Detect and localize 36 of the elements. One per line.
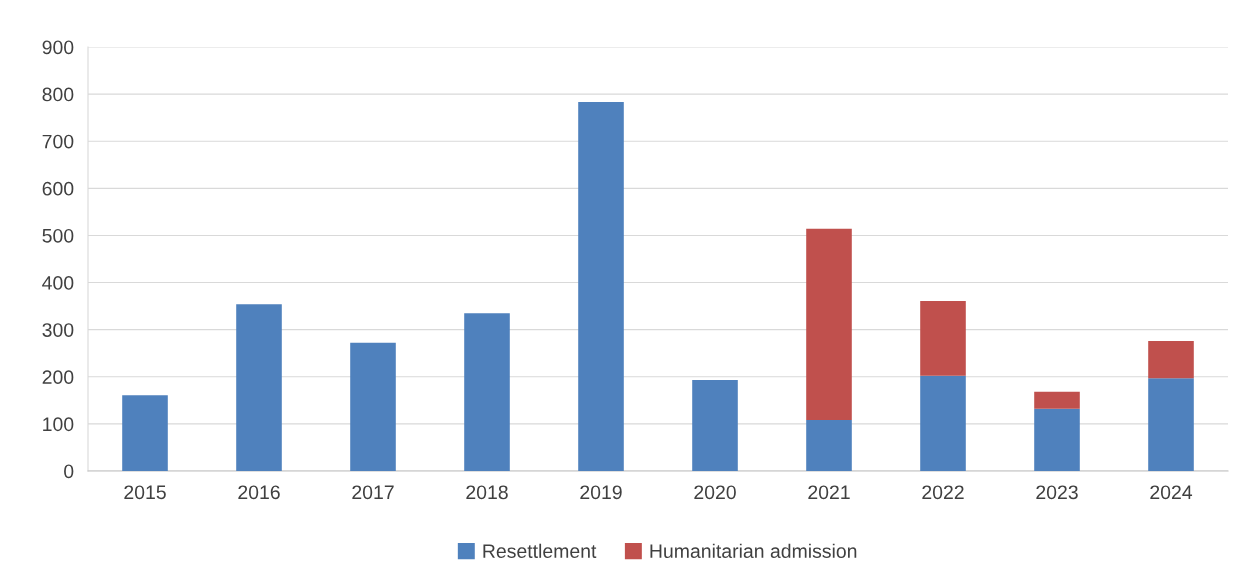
x-tick-label: 2016 — [238, 485, 280, 500]
bar — [806, 420, 852, 471]
y-tick-label: 300 — [42, 323, 74, 337]
bar — [806, 228, 852, 421]
bar — [236, 304, 282, 471]
bar — [692, 380, 738, 471]
x-tick-label: 2017 — [352, 485, 394, 500]
legend-label: Humanitarian admission — [650, 543, 857, 559]
y-tick-label: 700 — [42, 134, 74, 149]
x-tick-label: 2019 — [580, 485, 622, 500]
bar — [920, 375, 966, 471]
y-tick-label: 500 — [42, 228, 74, 243]
y-tick-label: 600 — [42, 181, 74, 196]
y-tick-label: 200 — [42, 370, 74, 385]
bar — [1148, 378, 1194, 471]
y-tick-label: 0 — [64, 464, 74, 479]
bar — [1034, 391, 1080, 409]
bar — [122, 395, 168, 471]
x-tick-label: 2021 — [808, 485, 850, 500]
y-tick-label: 900 — [42, 40, 74, 55]
bar — [350, 342, 396, 471]
x-tick-label: 2015 — [124, 485, 166, 500]
x-tick-label: 2024 — [1150, 485, 1193, 500]
y-tick-label: 100 — [43, 417, 74, 432]
bar — [1148, 340, 1194, 379]
bar — [920, 300, 966, 376]
x-tick-label: 2022 — [922, 485, 964, 500]
y-tick-label: 400 — [42, 276, 74, 290]
bar — [1034, 408, 1080, 471]
bar — [578, 102, 624, 471]
x-tick-label: 2020 — [694, 485, 736, 500]
y-tick-label: 800 — [42, 87, 74, 102]
legend-label: Resettlement — [483, 543, 597, 559]
x-tick-label: 2018 — [466, 485, 508, 500]
bar — [464, 313, 510, 471]
x-tick-label: 2023 — [1036, 485, 1078, 500]
